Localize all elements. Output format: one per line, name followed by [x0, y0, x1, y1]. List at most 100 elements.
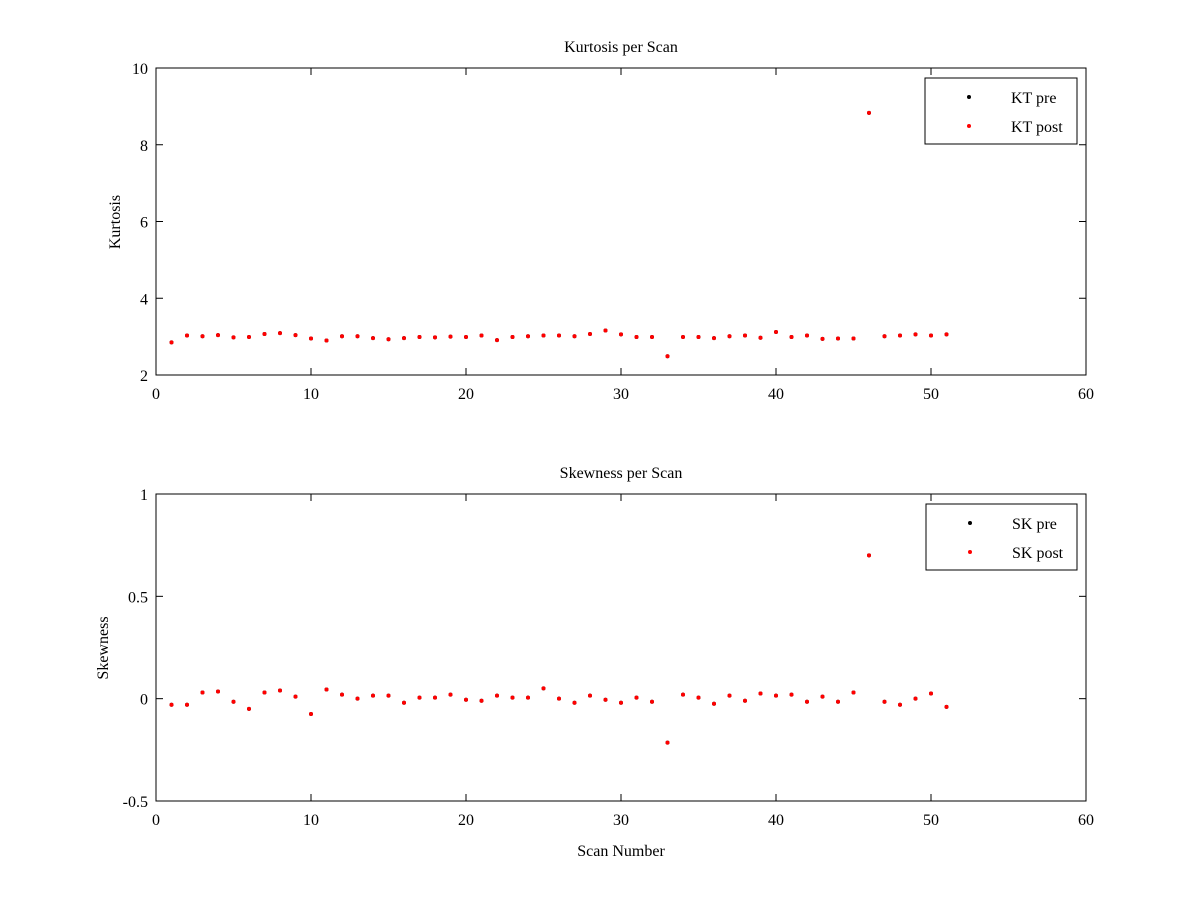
kurtosis-point-kt-post: [541, 333, 546, 338]
kurtosis-point-kt-post: [696, 335, 701, 340]
kurtosis-point-kt-post: [510, 335, 515, 340]
kurtosis-point-kt-post: [820, 336, 825, 341]
kurtosis-point-kt-post: [340, 334, 344, 339]
kurtosis-point-kt-post: [743, 333, 747, 338]
kurtosis-point-kt-post: [526, 334, 530, 339]
kurtosis-point-kt-post: [572, 334, 577, 339]
skewness-point-sk-post: [789, 692, 794, 697]
skewness-point-sk-post: [231, 699, 236, 704]
skewness-point-sk-post: [185, 702, 189, 707]
kurtosis-point-kt-post: [479, 333, 484, 338]
legend-label-sk-pre: SK pre: [1012, 516, 1057, 533]
kurtosis-point-kt-post: [913, 332, 918, 337]
kurtosis-y-tick-label: 4: [140, 291, 148, 308]
kurtosis-point-kt-post: [324, 338, 329, 343]
skewness-point-sk-post: [433, 695, 437, 700]
skewness-point-sk-post: [929, 691, 933, 696]
kurtosis-y-axis-label: Kurtosis: [107, 195, 124, 249]
kurtosis-point-kt-post: [448, 334, 453, 339]
skewness-ticks: 0 10 20 30 40 50 60-0.500.51: [123, 487, 1094, 829]
kurtosis-point-kt-post: [929, 333, 933, 338]
kurtosis-point-kt-post: [789, 335, 794, 340]
kurtosis-point-kt-post: [867, 110, 871, 115]
skewness-point-sk-post: [464, 697, 468, 702]
kurtosis-point-kt-post: [309, 336, 313, 341]
kurtosis-point-kt-post: [681, 335, 685, 340]
skewness-legend: SK pre SK post: [925, 503, 1078, 571]
kurtosis-point-kt-post: [805, 333, 809, 338]
kurtosis-points: [169, 110, 949, 359]
skewness-point-sk-post: [402, 700, 406, 705]
kurtosis-point-kt-post: [727, 334, 732, 339]
skewness-point-sk-post: [340, 692, 344, 697]
skewness-point-sk-post: [774, 693, 778, 698]
kurtosis-point-kt-post: [402, 336, 406, 341]
skewness-point-sk-post: [944, 704, 949, 709]
skewness-point-sk-post: [262, 690, 267, 695]
skewness-chart: Skewness per Scan Skewness Scan Number 0…: [95, 465, 1094, 860]
skewness-point-sk-post: [216, 689, 220, 694]
skewness-point-sk-post: [851, 690, 856, 695]
skewness-point-sk-post: [247, 706, 251, 711]
skewness-x-tick-label: 0: [152, 812, 160, 829]
skewness-x-tick-label: 60: [1078, 812, 1094, 829]
skewness-point-sk-post: [665, 740, 670, 745]
kurtosis-point-kt-post: [898, 333, 902, 338]
skewness-point-sk-post: [293, 694, 298, 699]
kurtosis-x-tick-label: 60: [1078, 386, 1094, 403]
legend-marker-sk-post: [968, 550, 972, 554]
skewness-points: [169, 553, 949, 745]
skewness-point-sk-post: [650, 699, 654, 704]
skewness-point-sk-post: [588, 693, 592, 698]
kurtosis-x-tick-label: 40: [768, 386, 784, 403]
skewness-x-tick-label: 10: [303, 812, 319, 829]
skewness-point-sk-post: [805, 699, 809, 704]
skewness-point-sk-post: [634, 695, 639, 700]
legend-marker-kt-post: [967, 124, 971, 128]
skewness-x-tick-label: 40: [768, 812, 784, 829]
skewness-point-sk-post: [696, 695, 701, 700]
kurtosis-point-kt-post: [557, 333, 561, 338]
kurtosis-point-kt-post: [665, 354, 670, 359]
kurtosis-point-kt-post: [650, 335, 654, 340]
skewness-point-sk-post: [510, 695, 515, 700]
kurtosis-point-kt-post: [386, 337, 391, 342]
kurtosis-x-tick-label: 30: [613, 386, 629, 403]
skewness-point-sk-post: [371, 693, 375, 698]
skewness-point-sk-post: [495, 693, 499, 698]
skewness-y-tick-label: 0.5: [128, 589, 148, 606]
kurtosis-y-tick-label: 8: [140, 138, 148, 155]
kurtosis-point-kt-post: [712, 336, 716, 341]
kurtosis-point-kt-post: [944, 332, 949, 337]
skewness-point-sk-post: [743, 698, 747, 703]
skewness-point-sk-post: [820, 694, 825, 699]
kurtosis-point-kt-post: [758, 335, 763, 340]
skewness-point-sk-post: [758, 691, 763, 696]
kurtosis-point-kt-post: [588, 331, 592, 336]
skewness-point-sk-post: [867, 553, 871, 558]
kurtosis-point-kt-post: [278, 331, 282, 336]
skewness-point-sk-post: [603, 697, 608, 702]
skewness-point-sk-post: [836, 699, 840, 704]
kurtosis-point-kt-post: [293, 333, 298, 338]
legend-label-sk-post: SK post: [1012, 545, 1064, 562]
skewness-point-sk-post: [309, 712, 313, 717]
kurtosis-point-kt-post: [851, 336, 856, 341]
kurtosis-y-tick-label: 10: [132, 61, 148, 78]
skewness-point-sk-post: [572, 700, 577, 705]
skewness-point-sk-post: [526, 695, 530, 700]
legend-label-kt-pre: KT pre: [1011, 90, 1056, 107]
skewness-point-sk-post: [882, 699, 887, 704]
kurtosis-y-tick-label: 2: [140, 368, 148, 385]
skewness-point-sk-post: [727, 693, 732, 698]
skewness-x-tick-label: 50: [923, 812, 939, 829]
skewness-y-tick-label: 0: [140, 692, 148, 709]
kurtosis-point-kt-post: [774, 330, 778, 335]
legend-label-kt-post: KT post: [1011, 119, 1063, 136]
skewness-point-sk-post: [913, 696, 918, 701]
kurtosis-point-kt-post: [169, 340, 174, 345]
kurtosis-point-kt-post: [619, 332, 623, 337]
legend-marker-sk-pre: [968, 521, 972, 525]
kurtosis-point-kt-post: [882, 334, 887, 339]
